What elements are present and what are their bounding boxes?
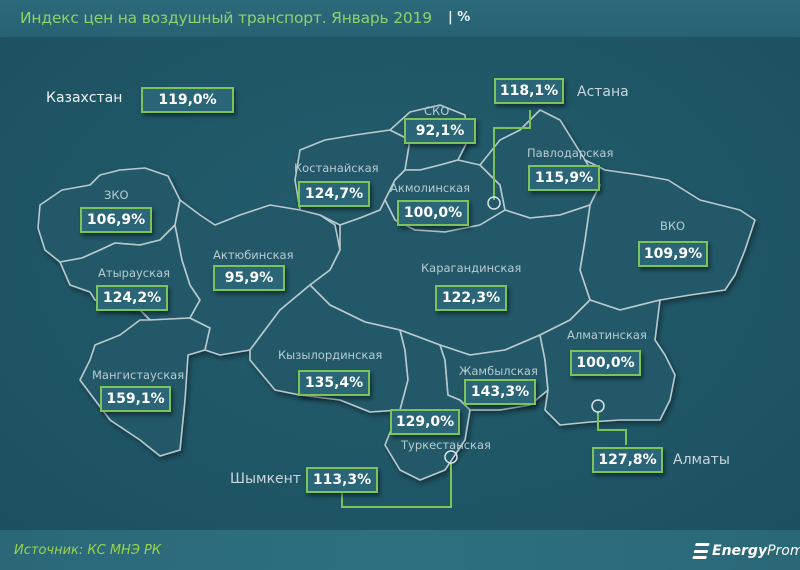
city-value-shymkent: 113,3% — [306, 467, 378, 493]
region-value-aktobe: 95,9% — [213, 265, 285, 291]
region-value-zko: 106,9% — [80, 207, 152, 233]
region-label-almaty-oblast: Алматинская — [567, 328, 647, 342]
city-label-almaty: Алматы — [673, 452, 730, 468]
logo-text-bold: Energy — [712, 543, 768, 559]
unit-label: | % — [448, 10, 471, 25]
region-value-akmola: 100,0% — [397, 200, 469, 226]
chart-title: Индекс цен на воздушный транспорт. Январ… — [20, 9, 432, 27]
region-label-pavlodar: Павлодарская — [527, 146, 614, 160]
national-label: Казахстан — [46, 90, 123, 106]
logo-icon — [692, 543, 710, 559]
chart-header: Индекс цен на воздушный транспорт. Январ… — [0, 0, 800, 38]
almaty-connector — [597, 412, 627, 445]
region-label-vko: ВКО — [660, 219, 686, 233]
kazakhstan-map — [37, 104, 756, 508]
footer: Источник: КС МНЭ РК EnergyProm — [0, 530, 800, 570]
region-value-karaganda: 122,3% — [435, 285, 507, 311]
region-value-zhambyl: 143,3% — [464, 379, 536, 405]
map-area — [0, 37, 800, 530]
region-value-vko: 109,9% — [638, 241, 708, 267]
region-label-akmola: Акмолинская — [390, 181, 471, 195]
almaty-marker — [591, 399, 605, 413]
shymkent-marker — [444, 450, 458, 464]
region-vko — [579, 159, 756, 311]
region-label-zko: ЗКО — [104, 188, 129, 202]
region-label-mangystau: Мангистауская — [92, 368, 185, 382]
region-label-kyzylorda: Кызылординская — [278, 348, 383, 362]
region-label-zhambyl: Жамбылская — [459, 364, 538, 378]
region-label-karaganda: Карагандинская — [421, 261, 522, 275]
city-label-shymkent: Шымкент — [230, 471, 301, 487]
region-label-turkestan: Туркестанская — [401, 438, 491, 452]
national-value-box: 119,0% — [141, 87, 234, 113]
region-value-atyrau: 124,2% — [96, 285, 168, 311]
region-label-aktobe: Актюбинская — [213, 248, 294, 262]
astana-connector — [493, 110, 531, 200]
region-label-atyrau: Атырауская — [98, 266, 171, 280]
energyprom-logo: EnergyProm — [692, 540, 800, 562]
logo-text-light: Prom — [767, 543, 800, 559]
region-value-turkestan: 129,0% — [390, 409, 460, 435]
region-value-kyzylorda: 135,4% — [298, 370, 370, 396]
region-label-kostanay: Костанайская — [294, 161, 379, 175]
region-value-almaty-oblast: 100,0% — [570, 350, 641, 376]
city-value-astana: 118,1% — [494, 78, 564, 104]
astana-marker — [487, 196, 501, 210]
region-value-mangystau: 159,1% — [100, 386, 171, 412]
city-label-astana: Астана — [577, 84, 629, 100]
region-value-kostanay: 124,7% — [298, 181, 370, 207]
region-value-sko: 92,1% — [404, 118, 476, 144]
region-value-pavlodar: 115,9% — [528, 165, 600, 191]
city-value-almaty: 127,8% — [592, 447, 663, 473]
source-text: Источник: КС МНЭ РК — [14, 543, 162, 558]
region-label-sko: СКО — [424, 104, 450, 118]
shymkent-connector — [341, 463, 452, 508]
